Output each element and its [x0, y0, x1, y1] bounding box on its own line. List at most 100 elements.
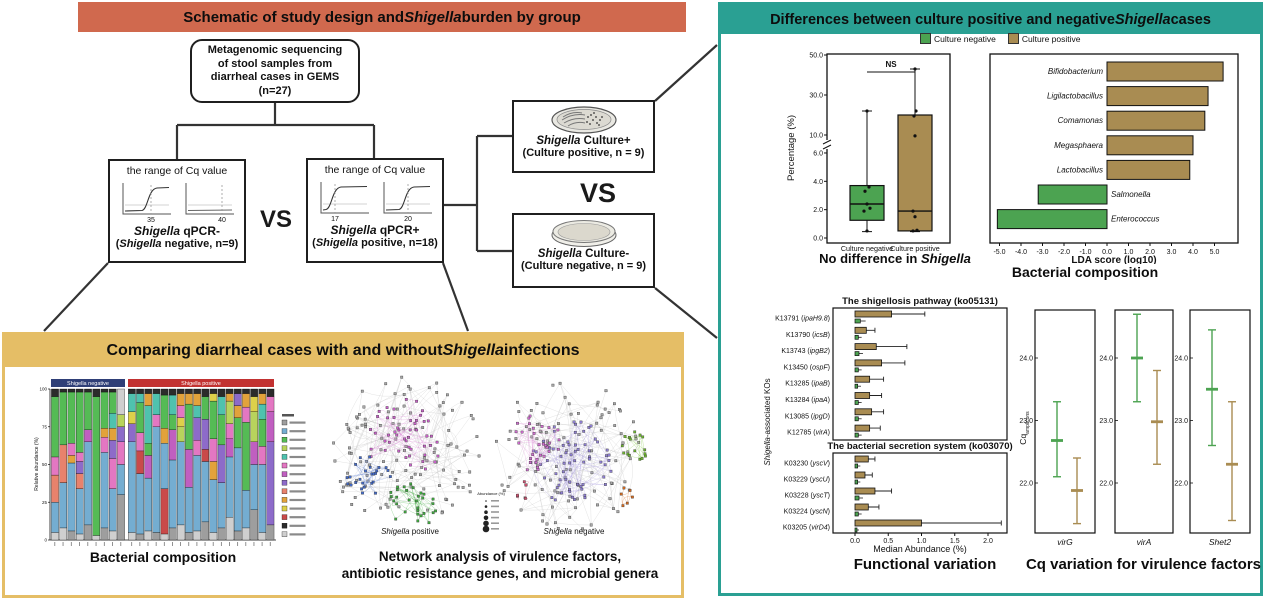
network-edge [540, 430, 616, 461]
network-edge [564, 450, 570, 518]
network-node [416, 512, 420, 516]
y-tick-label: 25 [42, 500, 48, 505]
stack-segment [109, 530, 117, 541]
axis-break-mark [822, 139, 832, 145]
pos-bar [854, 487, 876, 495]
stack-segment [217, 527, 226, 541]
group-header-bar [128, 379, 274, 387]
network-edge [519, 465, 619, 512]
network-node [404, 439, 408, 443]
network-edge [531, 436, 566, 478]
pos-bar [854, 471, 866, 479]
group-header-bar [51, 379, 125, 387]
stack-segment [128, 441, 136, 533]
network-node [562, 461, 566, 465]
network-node [386, 469, 390, 472]
network-node [394, 437, 398, 441]
network-edge [518, 411, 527, 427]
stack-segment [209, 388, 218, 394]
ko-abundance-chart: The shigellosis pathway (ko05131) The bac… [763, 296, 1013, 554]
network-node [380, 473, 384, 476]
stack-segment [250, 396, 258, 412]
neg-bar [854, 351, 860, 356]
network-edge [397, 489, 419, 497]
network-positive [332, 375, 481, 525]
network-node [537, 443, 541, 447]
network-edge [519, 465, 570, 518]
network-edge [365, 423, 394, 487]
network-edge [519, 465, 613, 484]
lda-caption: Bacterial composition [1011, 264, 1159, 280]
network-edge [527, 428, 534, 470]
network-node [431, 497, 435, 501]
network-node [404, 445, 408, 448]
network-node [342, 485, 345, 489]
network-edge [515, 401, 599, 439]
network-edge [410, 483, 419, 521]
network-node [386, 410, 390, 414]
stack-segment [193, 405, 201, 418]
network-node [389, 491, 393, 494]
qpcr-curve-17: 17 [320, 182, 369, 223]
network-node [409, 463, 412, 467]
stack-segment [177, 441, 185, 526]
y-tick-label: 22.0 [1019, 481, 1033, 488]
network-edge [575, 424, 582, 487]
stack-segment [92, 388, 101, 397]
vs-label-qpcr: VS [259, 206, 292, 233]
network-edge [401, 377, 445, 415]
size-legend-dot [484, 510, 488, 514]
stack-segment [234, 405, 242, 418]
network-edge [527, 429, 559, 470]
network-node [427, 386, 431, 390]
axis-break-mask [824, 140, 830, 149]
network-node [619, 409, 622, 413]
sample-tick [155, 542, 157, 546]
network-node [362, 485, 366, 489]
network-edge [544, 421, 582, 479]
mean-tick [1131, 356, 1143, 360]
stack-segment [76, 452, 84, 462]
network-edge [409, 389, 425, 459]
stack-segment [109, 428, 117, 441]
network-edge [397, 486, 436, 512]
network-edge [356, 416, 471, 493]
network-edge [366, 387, 430, 462]
network-edge [555, 522, 592, 526]
mean-tick [1071, 489, 1083, 492]
network-node [557, 438, 561, 442]
network-node [425, 459, 429, 463]
network-node [345, 423, 349, 426]
network-node [377, 410, 381, 413]
network-node [422, 512, 426, 515]
network-edge [517, 423, 535, 434]
network-node [567, 402, 571, 406]
network-node [619, 432, 623, 436]
data-point [911, 229, 915, 233]
network-edge [551, 425, 592, 498]
network-edge [404, 382, 437, 395]
network-edge [361, 467, 379, 489]
network-node [451, 408, 454, 412]
network-edge [531, 436, 576, 508]
network-edge [559, 383, 631, 459]
stack-segment [76, 473, 84, 489]
network-node [348, 446, 351, 450]
network-edge [582, 454, 610, 485]
network-edge [349, 425, 363, 454]
network-edge [519, 465, 579, 486]
stack-segment [209, 461, 218, 480]
network-edge [420, 474, 455, 485]
stack-segment [225, 517, 234, 541]
taxon-label: Comamonas [1058, 116, 1103, 125]
network-node [422, 487, 426, 491]
sample-tick [220, 542, 222, 546]
stack-segment [100, 452, 109, 529]
network-node [613, 424, 617, 427]
network-edge [356, 480, 391, 500]
network-node [433, 447, 437, 451]
network-edge [406, 435, 432, 442]
cq-value-label: 40 [218, 217, 226, 224]
stack-segment [128, 388, 136, 394]
petri-dish-colonies-icon [550, 106, 617, 134]
